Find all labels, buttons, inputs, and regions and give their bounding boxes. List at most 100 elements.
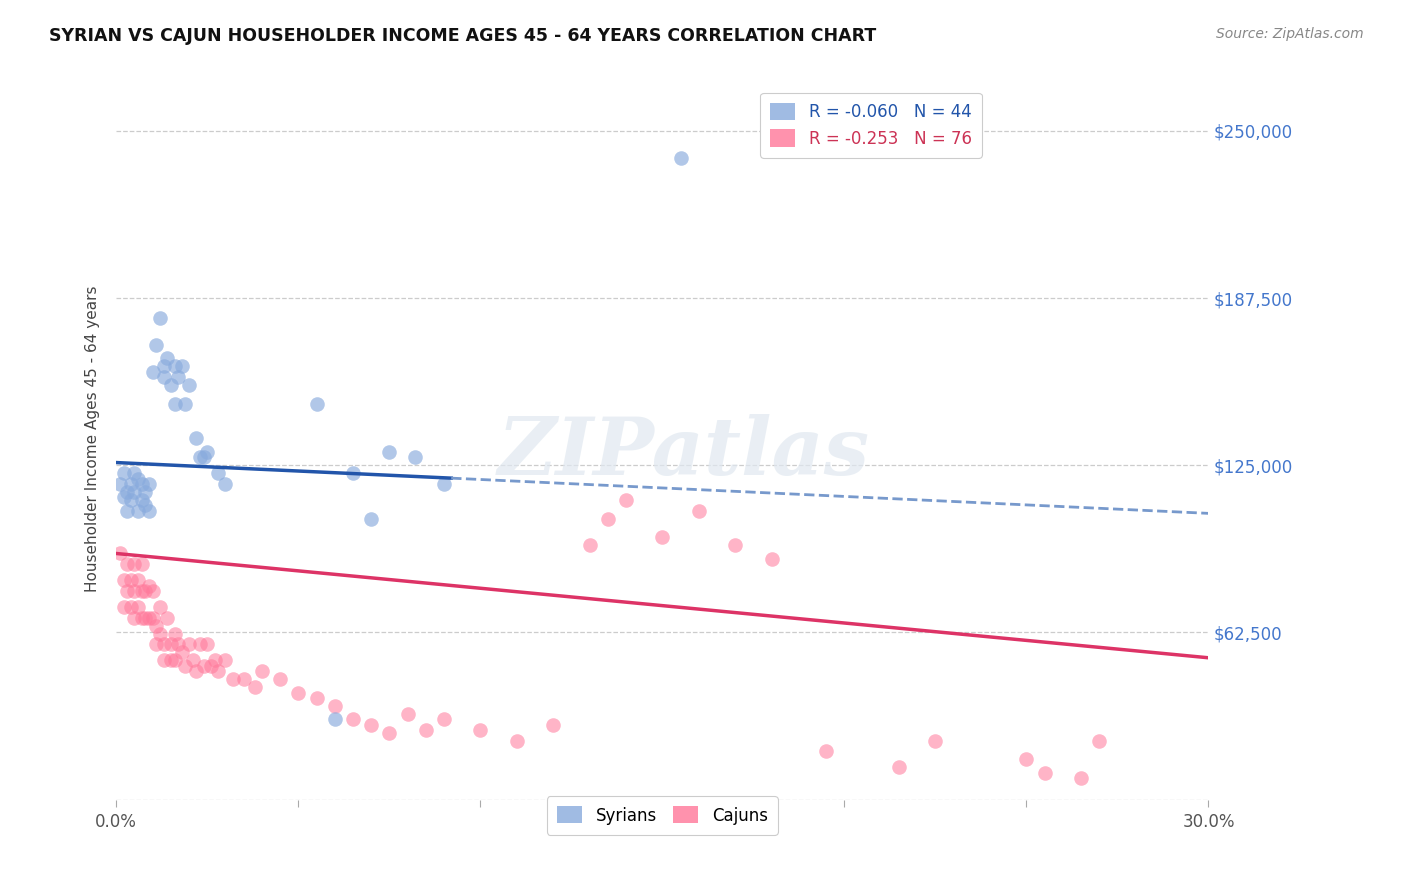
- Point: [195, 445, 218, 459]
- Point: [305, 690, 328, 705]
- Point: [207, 467, 229, 481]
- Point: [596, 512, 619, 526]
- Point: [404, 450, 426, 465]
- Point: [131, 610, 153, 624]
- Point: [134, 610, 156, 624]
- Point: [138, 610, 160, 624]
- Point: [170, 645, 193, 659]
- Point: [305, 397, 328, 411]
- Point: [470, 723, 492, 737]
- Point: [108, 546, 131, 560]
- Point: [138, 504, 160, 518]
- Point: [142, 365, 165, 379]
- Point: [651, 531, 673, 545]
- Point: [323, 712, 346, 726]
- Point: [1033, 765, 1056, 780]
- Point: [378, 725, 401, 739]
- Point: [342, 712, 364, 726]
- Point: [174, 397, 197, 411]
- Point: [124, 485, 146, 500]
- Point: [112, 599, 135, 614]
- Point: [1015, 752, 1038, 766]
- Point: [112, 467, 135, 481]
- Point: [177, 637, 200, 651]
- Point: [195, 637, 218, 651]
- Point: [688, 504, 710, 518]
- Point: [131, 493, 153, 508]
- Point: [120, 599, 142, 614]
- Point: [163, 359, 186, 374]
- Point: [120, 573, 142, 587]
- Point: [269, 672, 291, 686]
- Point: [214, 653, 236, 667]
- Point: [188, 637, 211, 651]
- Point: [152, 359, 174, 374]
- Point: [163, 397, 186, 411]
- Point: [134, 485, 156, 500]
- Point: [232, 672, 254, 686]
- Point: [174, 658, 197, 673]
- Point: [134, 499, 156, 513]
- Point: [138, 578, 160, 592]
- Point: [142, 583, 165, 598]
- Point: [112, 491, 135, 505]
- Point: [167, 370, 190, 384]
- Point: [127, 504, 149, 518]
- Point: [138, 477, 160, 491]
- Point: [207, 664, 229, 678]
- Point: [142, 610, 165, 624]
- Point: [1070, 771, 1092, 785]
- Point: [186, 432, 208, 446]
- Point: [200, 658, 222, 673]
- Point: [669, 151, 692, 165]
- Point: [193, 658, 215, 673]
- Point: [724, 538, 747, 552]
- Point: [193, 450, 215, 465]
- Point: [156, 351, 179, 366]
- Point: [115, 504, 138, 518]
- Point: [149, 599, 172, 614]
- Point: [250, 664, 273, 678]
- Point: [887, 760, 910, 774]
- Legend: Syrians, Cajuns: Syrians, Cajuns: [547, 797, 778, 835]
- Point: [181, 653, 204, 667]
- Point: [127, 573, 149, 587]
- Point: [163, 626, 186, 640]
- Point: [120, 493, 142, 508]
- Point: [160, 653, 183, 667]
- Point: [112, 573, 135, 587]
- Point: [156, 610, 179, 624]
- Point: [761, 551, 783, 566]
- Point: [1088, 733, 1111, 747]
- Point: [506, 733, 529, 747]
- Point: [120, 477, 142, 491]
- Point: [360, 512, 382, 526]
- Point: [108, 477, 131, 491]
- Point: [152, 370, 174, 384]
- Point: [924, 733, 946, 747]
- Point: [167, 637, 190, 651]
- Point: [124, 610, 146, 624]
- Point: [396, 706, 419, 721]
- Text: ZIPatlas: ZIPatlas: [498, 414, 870, 491]
- Point: [124, 557, 146, 571]
- Point: [433, 712, 456, 726]
- Y-axis label: Householder Income Ages 45 - 64 years: Householder Income Ages 45 - 64 years: [86, 285, 100, 591]
- Point: [614, 493, 637, 508]
- Point: [131, 477, 153, 491]
- Point: [815, 744, 838, 758]
- Point: [149, 311, 172, 326]
- Point: [124, 583, 146, 598]
- Point: [214, 477, 236, 491]
- Point: [149, 626, 172, 640]
- Point: [115, 583, 138, 598]
- Point: [186, 664, 208, 678]
- Point: [127, 599, 149, 614]
- Point: [243, 680, 266, 694]
- Point: [160, 637, 183, 651]
- Point: [342, 467, 364, 481]
- Point: [204, 653, 226, 667]
- Point: [578, 538, 600, 552]
- Point: [177, 378, 200, 392]
- Point: [160, 378, 183, 392]
